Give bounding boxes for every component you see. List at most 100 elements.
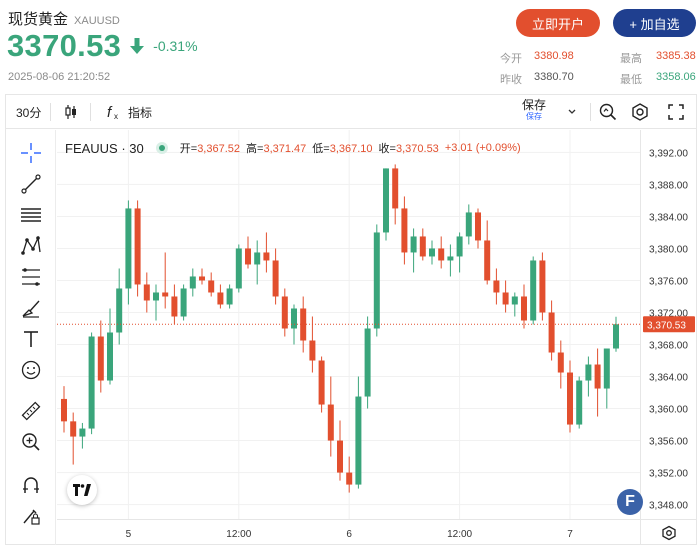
save-menu-chevron[interactable] <box>567 95 577 129</box>
candle <box>318 356 325 413</box>
time-tick-label: 5 <box>126 529 132 540</box>
tradingview-logo[interactable] <box>67 475 97 505</box>
stat-value: 3380.98 <box>534 50 574 62</box>
price-tick-label: 3,372.00 <box>649 308 688 319</box>
legend-high-label: 高= <box>246 143 264 155</box>
magnet-tool[interactable] <box>18 472 44 498</box>
fullscreen-button[interactable] <box>667 95 685 129</box>
stat-prev-close: 昨收 3380.70 <box>500 71 574 87</box>
gear-icon <box>661 525 676 540</box>
time-axis[interactable]: 5 12:00 6 12:00 7 <box>57 519 640 545</box>
candle-body <box>355 396 362 485</box>
candle <box>61 386 67 433</box>
last-price: 3370.53 <box>7 28 122 63</box>
brush-tool[interactable] <box>18 295 44 321</box>
candle-body <box>364 328 371 397</box>
emoji-tool[interactable] <box>18 357 44 383</box>
text-tool[interactable] <box>18 326 44 352</box>
save-button[interactable]: 保存 保存 <box>522 99 546 121</box>
save-sub-label: 保存 <box>526 112 542 121</box>
candle <box>143 272 150 313</box>
indicators-button[interactable]: f x 指标 <box>106 95 152 129</box>
toolbar-divider <box>90 103 91 121</box>
candle-body <box>254 252 261 265</box>
quote-timestamp: 2025-08-06 21:20:52 <box>8 71 111 83</box>
open-account-button[interactable]: 立即开户 <box>516 9 600 37</box>
candle <box>493 268 500 305</box>
legend-close-value: 3,370.53 <box>395 143 439 155</box>
candle-body <box>208 280 215 293</box>
candle <box>327 376 334 457</box>
chart-toolbar: 30分 f x 指标 保存 保存 <box>6 95 696 129</box>
horizontal-lines-tool[interactable] <box>18 202 44 228</box>
time-tick-label: 12:00 <box>447 529 472 540</box>
candle-body <box>475 212 481 241</box>
brand-f-badge[interactable]: F <box>617 489 643 515</box>
chart-plot-area[interactable]: FEAUUS · 30 开=3,367.52 高=3,371.47 低=3,36… <box>57 130 640 519</box>
candle-body <box>171 296 178 317</box>
candle-body <box>594 364 601 389</box>
candle <box>208 272 215 297</box>
add-watchlist-button[interactable]: + 加自选 <box>613 9 696 37</box>
candle-body <box>585 364 592 381</box>
crosshair-tool[interactable] <box>18 140 44 166</box>
candle <box>567 360 573 433</box>
brush-icon <box>22 300 40 318</box>
candle-body <box>456 236 463 257</box>
price-tick-label: 3,360.00 <box>649 405 688 416</box>
axis-settings-button[interactable] <box>640 519 696 545</box>
zoom-tool[interactable] <box>18 429 44 455</box>
candle <box>557 340 564 389</box>
candle-type-button[interactable] <box>62 95 80 129</box>
fib-tool[interactable] <box>18 264 44 290</box>
candles-icon <box>65 105 76 119</box>
last-price-label: 3,370.53 <box>647 320 686 331</box>
trendline-tool[interactable] <box>18 171 44 197</box>
time-tick-label: 6 <box>346 529 352 540</box>
quick-search-button[interactable] <box>598 95 618 129</box>
text-icon <box>24 331 38 347</box>
candle-body <box>245 248 251 265</box>
candle-body <box>419 236 426 257</box>
indicators-label: 指标 <box>128 105 153 120</box>
svg-text:x: x <box>114 112 118 121</box>
stat-value: 3385.38 <box>656 50 696 62</box>
candle <box>70 412 77 465</box>
price-axis[interactable]: 3,392.00 3,388.00 3,384.00 3,380.00 3,376.00… <box>640 130 696 519</box>
candle-body <box>373 232 380 329</box>
candle <box>521 284 527 329</box>
zoom-in-icon <box>22 433 40 451</box>
measure-tool[interactable] <box>18 398 44 424</box>
legend-symbol: FEAUUS · 30 <box>65 140 144 156</box>
pattern-tool[interactable] <box>18 233 44 259</box>
candle <box>511 292 518 317</box>
candle <box>364 316 371 409</box>
candle-body <box>327 404 334 441</box>
candle-body <box>162 292 169 297</box>
candle-body <box>217 292 224 305</box>
interval-selector[interactable]: 30分 <box>16 105 42 120</box>
legend-high-value: 3,371.47 <box>263 143 307 155</box>
candlestick-chart[interactable] <box>57 130 640 519</box>
price-row: 3370.53 -0.31% <box>7 28 198 64</box>
tv-logo-icon <box>73 484 91 496</box>
legend-low-label: 低= <box>312 143 330 155</box>
lock-drawings-tool[interactable] <box>18 503 44 529</box>
candle <box>309 316 316 373</box>
candle <box>217 284 224 309</box>
candle <box>235 244 242 293</box>
candle-body <box>613 324 619 349</box>
candle-body <box>465 212 472 237</box>
lines-icon <box>21 208 41 222</box>
candle <box>465 204 472 245</box>
magnet-icon <box>23 477 39 493</box>
candle-body <box>337 440 343 473</box>
candle <box>162 252 169 309</box>
candle <box>456 232 463 273</box>
candle <box>373 224 380 337</box>
candle <box>88 332 95 435</box>
time-tick-label: 12:00 <box>226 529 251 540</box>
candle-body <box>567 372 573 425</box>
settings-button[interactable] <box>630 95 650 129</box>
crosshair-icon <box>21 143 41 163</box>
